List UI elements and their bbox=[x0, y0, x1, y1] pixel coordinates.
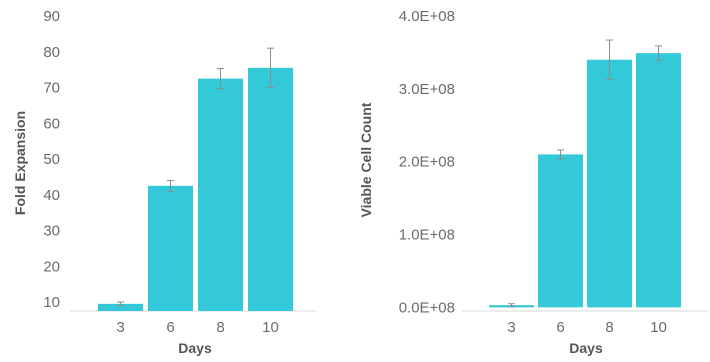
x-axis-title: Days bbox=[569, 340, 603, 356]
x-tick-label: 3 bbox=[116, 319, 124, 336]
bar bbox=[587, 59, 632, 308]
y-tick-label: 10 bbox=[43, 294, 60, 311]
bar bbox=[538, 154, 583, 308]
error-bar bbox=[557, 149, 564, 160]
y-tick-label: 4.0E+08 bbox=[399, 8, 455, 25]
bar bbox=[148, 185, 193, 311]
error-bar bbox=[117, 301, 124, 307]
error-bar bbox=[606, 39, 613, 80]
x-tick-label: 6 bbox=[166, 319, 174, 336]
chart-2: 0.0E+08 1.0E+08 2.0E+08 3.0E+08 4.0E+08 3 6 8 10… bbox=[358, 8, 708, 356]
y-tick-label: 3.0E+08 bbox=[399, 81, 455, 98]
y-tick-label: 50 bbox=[43, 151, 60, 168]
x-tick-label: 6 bbox=[556, 319, 564, 336]
error-bar bbox=[217, 68, 224, 90]
y-tick-label: 0.0E+08 bbox=[399, 299, 455, 316]
error-bar bbox=[167, 179, 174, 192]
x-tick-label: 10 bbox=[262, 319, 279, 336]
y-tick-label: 70 bbox=[43, 80, 60, 97]
y-tick-label: 1.0E+08 bbox=[399, 227, 455, 244]
y-tick-label: 30 bbox=[43, 223, 60, 240]
x-tick-label: 10 bbox=[650, 319, 667, 336]
bar bbox=[636, 53, 681, 308]
y-tick-label: 40 bbox=[43, 187, 60, 204]
bar bbox=[198, 78, 243, 311]
y-tick-label: 90 bbox=[43, 8, 60, 25]
bar bbox=[248, 67, 293, 312]
error-bar bbox=[508, 303, 515, 308]
x-tick-label: 8 bbox=[605, 319, 613, 336]
error-bar bbox=[655, 45, 662, 61]
x-tick-label: 8 bbox=[216, 319, 224, 336]
y-tick-label: 80 bbox=[43, 44, 60, 61]
y-tick-label: 60 bbox=[43, 115, 60, 132]
y-tick-label: 2.0E+08 bbox=[399, 154, 455, 171]
y-tick-label: 20 bbox=[43, 258, 60, 275]
y-axis-title: Fold Expansion bbox=[12, 111, 28, 215]
x-axis-title: Days bbox=[178, 340, 212, 356]
chart-1: 10 20 30 40 50 60 70 80 90 3 6 8 10 Days Fold Expansio… bbox=[12, 8, 316, 356]
bar bbox=[98, 303, 143, 311]
error-bar bbox=[267, 47, 274, 89]
y-axis-title: Viable Cell Count bbox=[358, 102, 374, 217]
x-tick-label: 3 bbox=[507, 319, 515, 336]
